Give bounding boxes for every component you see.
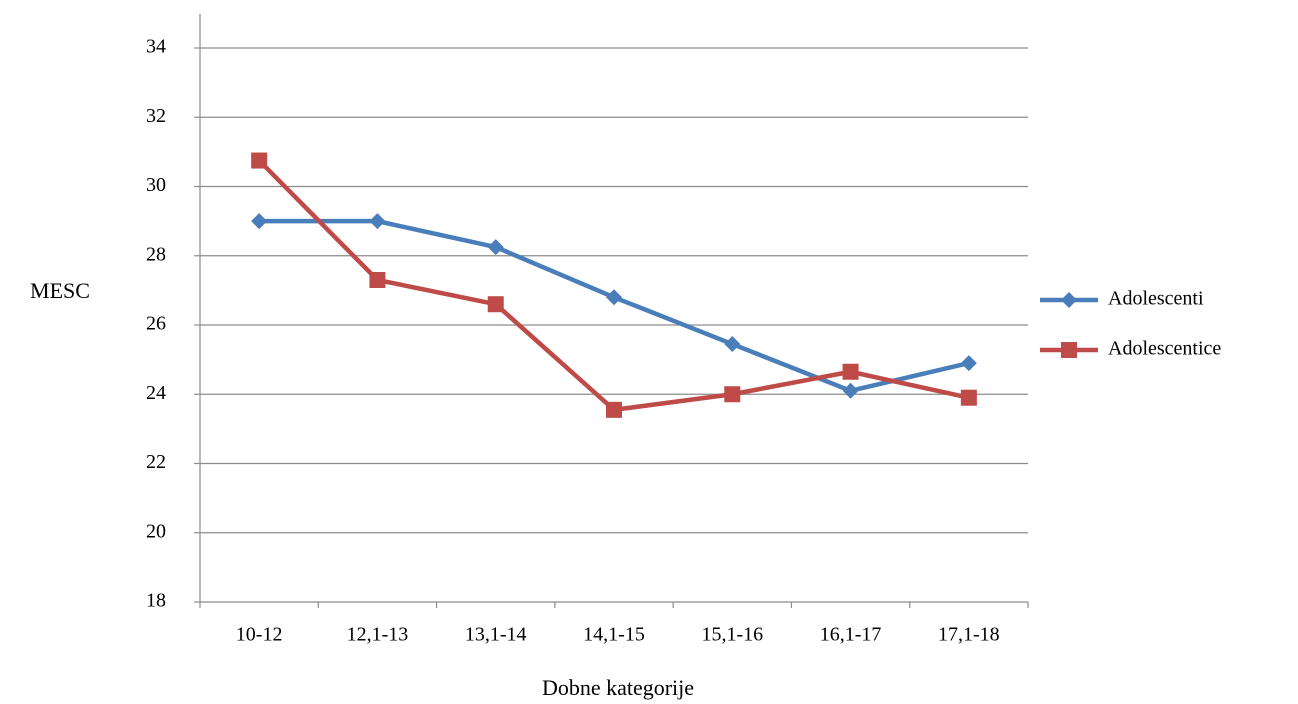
data-point: [487, 296, 504, 313]
y-tick-label: 20: [146, 520, 166, 542]
series-adolescenti: [251, 213, 977, 399]
data-point: [842, 382, 859, 399]
legend-label: Adolescentice: [1108, 338, 1221, 360]
data-point: [369, 213, 386, 230]
data-point: [606, 289, 622, 306]
y-tick-label: 34: [146, 36, 166, 58]
x-tick-label: 12,1-13: [347, 624, 409, 646]
x-tick-labels: 10-12 12,1-13 13,1-14 14,1-15 15,1-16 16,1-17…: [236, 624, 1000, 646]
legend-label: Adolescenti: [1108, 288, 1204, 310]
series-group: [251, 152, 977, 418]
x-tick-label: 10-12: [236, 624, 283, 646]
data-point: [724, 336, 741, 353]
y-tick-label: 18: [146, 590, 166, 612]
data-point: [251, 213, 268, 230]
y-axis-label: MESC: [30, 278, 90, 303]
x-axis-label: Dobne kategorije: [542, 675, 694, 700]
series-line: [259, 218, 970, 394]
data-point: [487, 239, 504, 256]
y-tick-label: 32: [146, 105, 166, 127]
data-point: [724, 386, 741, 403]
gridlines: [200, 47, 1028, 534]
data-point: [842, 363, 859, 380]
data-point: [251, 152, 268, 169]
y-tick-label: 22: [146, 451, 166, 473]
y-tick-label: 24: [146, 382, 166, 404]
series-line: [257, 158, 970, 413]
y-tick-labels: 18 20 22 24 26 28 30 32 34: [146, 36, 166, 612]
data-point: [369, 271, 386, 288]
y-tick-label: 30: [146, 174, 166, 196]
data-point: [960, 389, 977, 406]
series-adolescentice: [251, 152, 977, 418]
y-tick-label: 28: [146, 243, 166, 265]
x-tick-label: 17,1-18: [938, 624, 1000, 646]
legend: Adolescenti Adolescentice: [1040, 288, 1221, 360]
y-tick-label: 26: [146, 313, 166, 335]
data-point: [960, 355, 977, 372]
x-tick-label: 14,1-15: [583, 624, 645, 646]
x-tick-label: 15,1-16: [701, 624, 763, 646]
axes: [194, 14, 1029, 608]
x-tick-label: 13,1-14: [465, 624, 527, 646]
legend-marker: [1061, 292, 1077, 308]
legend-marker: [1061, 342, 1077, 358]
data-point: [606, 401, 622, 418]
x-tick-label: 16,1-17: [820, 624, 882, 646]
